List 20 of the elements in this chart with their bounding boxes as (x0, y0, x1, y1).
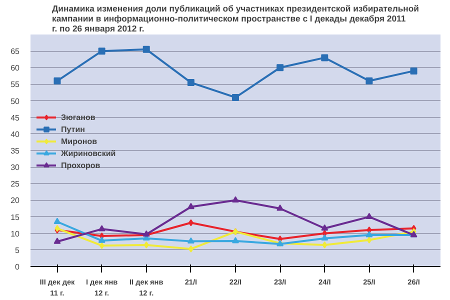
y-tick-label: 5 (15, 246, 20, 255)
y-tick-label: 40 (10, 130, 20, 139)
legend-label: Жириновский (61, 148, 116, 159)
y-tick-label: 65 (10, 47, 20, 56)
y-tick-label: 0 (15, 262, 20, 272)
legend-label: Прохоров (61, 160, 100, 171)
legend-label: Зюганов (61, 112, 96, 123)
y-tick-label: 60 (10, 64, 20, 73)
y-tick-label: 35 (10, 146, 20, 156)
y-tick-label: 45 (10, 113, 20, 122)
y-tick-label: 55 (10, 80, 20, 90)
y-tick-label: 15 (10, 212, 20, 222)
chart-title: Динамика изменения доли публикаций об участниках президентской избирательной кампании в информационно-политическом пространстве с I декады декабря 2011 г. по 26 января 2012 г. (52, 4, 419, 34)
y-tick-label: 50 (10, 96, 20, 106)
legend-label: Миронов (61, 136, 97, 147)
y-tick-label: 30 (10, 163, 20, 172)
y-tick-label: 20 (10, 196, 20, 206)
y-tick-label: 25 (10, 180, 20, 189)
legend-label: Путин (61, 124, 85, 135)
y-tick-label: 10 (10, 229, 20, 238)
